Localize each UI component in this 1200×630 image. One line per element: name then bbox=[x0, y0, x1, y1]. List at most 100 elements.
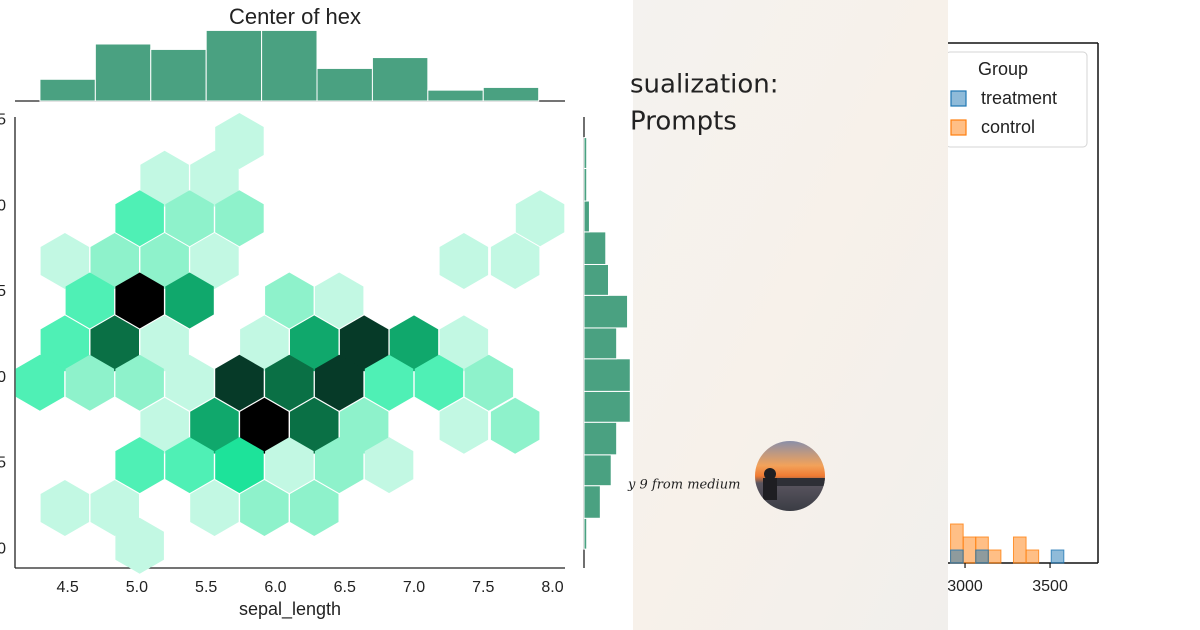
marginal-x-bar bbox=[94, 43, 152, 102]
hex-cell bbox=[165, 437, 214, 494]
hex-cell bbox=[65, 272, 115, 329]
hex-cell bbox=[265, 272, 314, 329]
hex-cell bbox=[314, 437, 364, 494]
hex-cell bbox=[314, 354, 364, 411]
hex-cell bbox=[140, 315, 189, 372]
hex-cell bbox=[240, 480, 289, 536]
y-tick-label: 3.5 bbox=[0, 283, 6, 300]
x-tick-label: 5.0 bbox=[126, 579, 148, 596]
marginal-y-bar bbox=[583, 421, 618, 456]
marginal-y-bar bbox=[583, 231, 607, 265]
marginal-y-bar bbox=[583, 454, 612, 487]
hex-cell bbox=[115, 354, 164, 411]
x-tick-label: 6.0 bbox=[264, 579, 286, 596]
hex-cell bbox=[439, 315, 489, 372]
marginal-x-bar bbox=[261, 29, 318, 102]
x-tick-label: 6.5 bbox=[334, 579, 356, 596]
marginal-x-bar bbox=[371, 57, 429, 102]
y-tick-label: 2.0 bbox=[0, 540, 6, 557]
hist-bar bbox=[962, 536, 977, 564]
hex-cell bbox=[140, 233, 189, 289]
avatar bbox=[755, 441, 825, 511]
hex-cell bbox=[364, 437, 414, 494]
hex-cell bbox=[265, 437, 314, 494]
hex-cell bbox=[165, 272, 214, 329]
hex-cell bbox=[215, 354, 264, 411]
hex-cell bbox=[115, 272, 164, 329]
y-tick-label: 4.0 bbox=[0, 197, 6, 214]
hex-cell bbox=[140, 150, 189, 207]
hex-cell bbox=[215, 437, 264, 494]
hex-cell bbox=[190, 480, 239, 536]
hist-bar bbox=[1025, 549, 1040, 564]
hex-cell bbox=[115, 190, 164, 247]
histogram-chart: 3000 3500 Group treatment control bbox=[860, 42, 1099, 595]
marginal-x-bar bbox=[316, 67, 373, 102]
x-tick-label: 7.5 bbox=[472, 579, 494, 596]
hex-cell bbox=[339, 397, 389, 454]
hex-cell bbox=[190, 150, 239, 207]
hist-bar bbox=[975, 549, 989, 564]
hex-cell bbox=[115, 517, 164, 574]
legend-swatch bbox=[950, 90, 967, 107]
hex-cell bbox=[40, 233, 90, 289]
hex-cell bbox=[464, 354, 514, 411]
hex-cell bbox=[90, 315, 139, 372]
article-card: sualization: Prompts y 9 from medium bbox=[627, 0, 948, 630]
hex-cell bbox=[15, 354, 65, 411]
y-tick-label: 2.5 bbox=[0, 455, 6, 472]
x-tick-label: 4.5 bbox=[57, 579, 79, 596]
hex-cell bbox=[265, 354, 314, 411]
hex-cell bbox=[190, 233, 239, 289]
marginal-x-bar bbox=[427, 89, 484, 102]
hist-bar bbox=[987, 549, 1002, 564]
hex-cell bbox=[515, 190, 565, 247]
marginal-y-bar bbox=[583, 167, 588, 202]
marginal-y-bar bbox=[583, 294, 629, 329]
x-tick-label: 5.5 bbox=[195, 579, 217, 596]
card-background bbox=[633, 0, 948, 630]
hex-cell bbox=[240, 397, 289, 454]
x-tick-label: 7.0 bbox=[403, 579, 425, 596]
chart-title: Center of hex bbox=[229, 4, 361, 29]
marginal-x-bar bbox=[39, 78, 96, 102]
legend-label: control bbox=[981, 117, 1035, 137]
marginal-y-bar bbox=[583, 517, 588, 550]
hex-cell bbox=[215, 113, 264, 169]
legend-label: treatment bbox=[981, 88, 1057, 108]
hex-cell bbox=[240, 315, 289, 372]
hex-cell bbox=[290, 315, 339, 372]
x-tick-label: 3000 bbox=[947, 578, 983, 595]
hex-cell bbox=[290, 397, 339, 454]
hex-cell bbox=[290, 480, 339, 536]
y-tick-label: 4.5 bbox=[0, 112, 6, 129]
marginal-y-bar bbox=[583, 390, 631, 423]
hex-cell bbox=[140, 397, 189, 454]
card-title-line: sualization: bbox=[630, 70, 779, 100]
x-axis-label: sepal_length bbox=[239, 599, 341, 620]
legend-swatch bbox=[950, 119, 967, 136]
hist-bar bbox=[1050, 549, 1065, 564]
hex-cell bbox=[90, 233, 139, 289]
hex-cell bbox=[490, 233, 540, 289]
marginal-y-bar bbox=[583, 137, 588, 169]
hex-cell bbox=[339, 315, 389, 372]
hex-cell bbox=[190, 397, 239, 454]
x-tick-label: 8.0 bbox=[541, 579, 563, 596]
hex-cell bbox=[414, 354, 464, 411]
hex-cell bbox=[65, 354, 115, 411]
hex-cell bbox=[215, 190, 264, 247]
hex-cell bbox=[40, 315, 90, 372]
legend-title: Group bbox=[978, 59, 1028, 79]
hex-cell bbox=[314, 272, 364, 329]
marginal-y-bar bbox=[583, 485, 601, 519]
marginal-y-bar bbox=[583, 327, 618, 360]
x-tick-label: 3500 bbox=[1032, 578, 1068, 595]
hex-cell bbox=[490, 397, 540, 454]
y-tick-label: 3.0 bbox=[0, 369, 6, 386]
card-title-line: Prompts bbox=[630, 107, 737, 137]
hex-cell bbox=[90, 480, 139, 536]
hist-bar bbox=[950, 549, 964, 564]
